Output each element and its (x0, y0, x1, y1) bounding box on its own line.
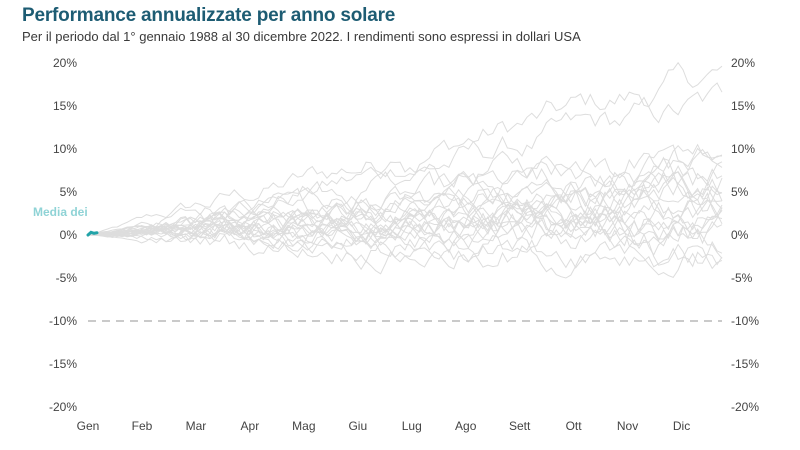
y-tick-right: -5% (731, 271, 753, 285)
y-tick-left: -15% (49, 357, 77, 371)
annual-path-line (87, 202, 723, 253)
x-tick-label: Giu (348, 419, 367, 433)
average-series-line (86, 230, 99, 237)
y-tick-left: 20% (53, 56, 77, 70)
x-tick-label: Dic (673, 419, 690, 433)
x-tick-label: Nov (617, 419, 638, 433)
annual-path-line (88, 171, 723, 240)
x-tick-label: Ago (455, 419, 477, 433)
y-tick-right: 20% (731, 56, 755, 70)
annual-path-line (87, 230, 723, 279)
x-tick-label: Gen (77, 419, 100, 433)
chart-subtitle: Per il periodo dal 1° gennaio 1988 al 30… (22, 29, 581, 44)
average-series-label: Media dei (33, 205, 88, 219)
annual-path-line (87, 223, 723, 269)
y-tick-left: -20% (49, 400, 77, 414)
y-tick-left: 15% (53, 99, 77, 113)
annual-path-line (87, 181, 723, 240)
x-tick-label: Sett (509, 419, 531, 433)
y-tick-right: 5% (731, 185, 749, 199)
y-tick-left: 0% (60, 228, 78, 242)
annual-path-line (87, 143, 723, 236)
y-tick-left: 10% (53, 142, 77, 156)
x-tick-label: Lug (402, 419, 422, 433)
average-series (86, 230, 99, 237)
annual-path-line (87, 211, 723, 259)
y-tick-right: -15% (731, 357, 759, 371)
y-axis-left: 20% 15% 10% 5% 0% -5% -10% -15% -20% (49, 56, 77, 414)
annual-path-line (87, 147, 723, 236)
x-tick-label: Apr (241, 419, 260, 433)
y-tick-left: -5% (56, 271, 78, 285)
annual-path-line (87, 61, 723, 236)
y-tick-left: 5% (60, 185, 78, 199)
y-tick-right: -10% (731, 314, 759, 328)
x-tick-label: Mar (186, 419, 207, 433)
y-tick-right: 15% (731, 99, 755, 113)
annual-path-line (87, 198, 723, 242)
y-tick-right: 10% (731, 142, 755, 156)
annual-paths (87, 61, 723, 279)
chart-title: Performance annualizzate per anno solare (22, 5, 396, 26)
x-axis: Gen Feb Mar Apr Mag Giu Lug Ago Sett Ott Nov Dic (77, 419, 691, 433)
y-tick-right: -20% (731, 400, 759, 414)
x-tick-label: Mag (292, 419, 315, 433)
y-tick-left: -10% (49, 314, 77, 328)
x-tick-label: Ott (566, 419, 583, 433)
annual-path-line (87, 205, 723, 250)
x-tick-label: Feb (132, 419, 153, 433)
annual-path-line (87, 82, 723, 236)
y-axis-right: 20% 15% 10% 5% 0% -5% -10% -15% -20% (731, 56, 759, 414)
y-tick-right: 0% (731, 228, 749, 242)
